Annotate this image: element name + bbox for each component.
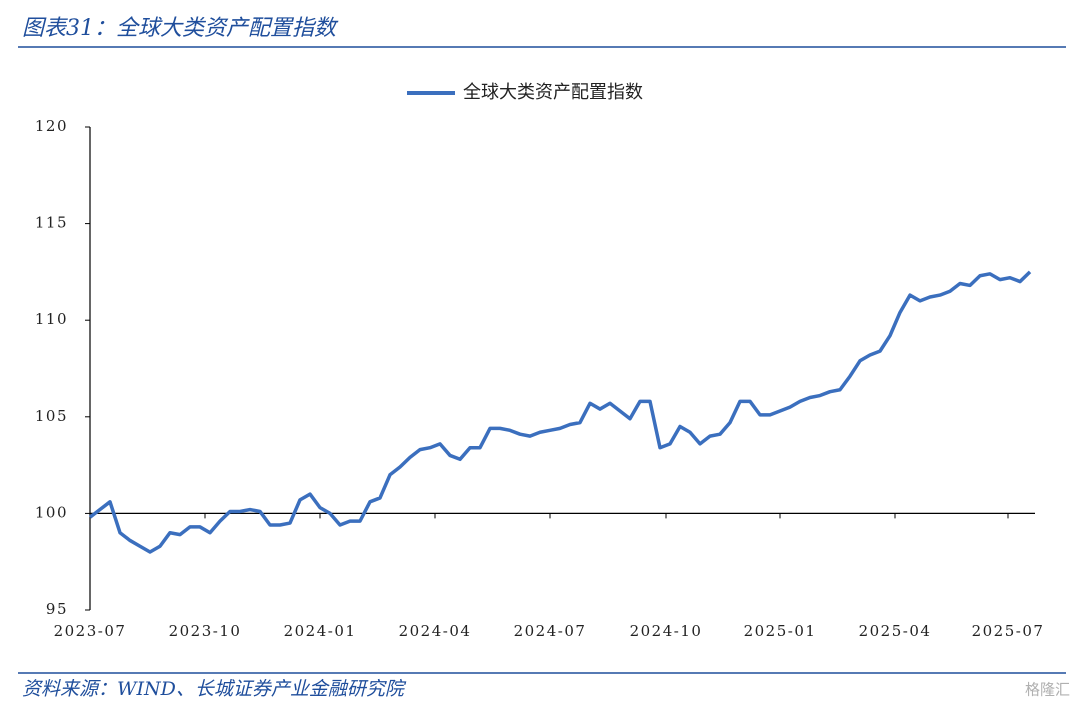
y-tick-label: 105 — [35, 407, 68, 425]
x-tick-label: 2024-01 — [284, 622, 357, 640]
x-tick-label: 2024-07 — [514, 622, 587, 640]
figure-title: 图表31：全球大类资产配置指数 — [22, 16, 339, 41]
x-tick-label: 2024-04 — [399, 622, 472, 640]
y-tick-label: 100 — [35, 503, 68, 521]
x-tick-label: 2023-07 — [54, 622, 127, 640]
y-tick-label: 115 — [35, 214, 68, 232]
series-line — [88, 270, 1032, 554]
x-tick-label: 2023-10 — [169, 622, 242, 640]
y-tick-label: 120 — [35, 117, 68, 135]
legend-label: 全球大类资产配置指数 — [463, 82, 643, 103]
y-tick-label: 110 — [35, 310, 68, 328]
x-tick-label: 2025-04 — [859, 622, 932, 640]
x-tick-label: 2024-10 — [630, 622, 703, 640]
source-note: 资料来源：WIND、长城证券产业金融研究院 — [22, 678, 407, 700]
y-tick-label: 95 — [46, 600, 68, 618]
x-tick-label: 2025-07 — [972, 622, 1045, 640]
x-tick-label: 2025-01 — [744, 622, 817, 640]
watermark: 格隆汇 — [1025, 681, 1070, 699]
